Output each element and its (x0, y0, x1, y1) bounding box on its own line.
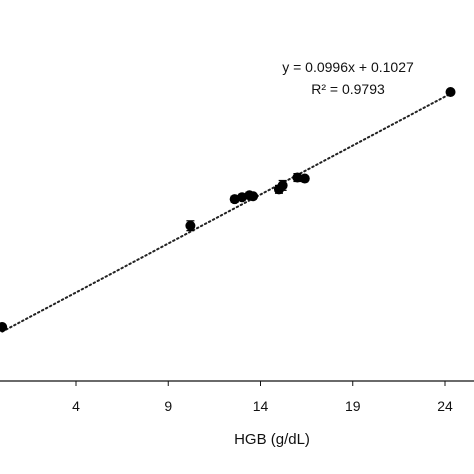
data-point (299, 173, 310, 184)
data-marker (248, 191, 259, 202)
data-point (277, 179, 288, 191)
data-marker (0, 322, 8, 332)
data-marker (277, 180, 288, 191)
trendline-layer (1, 90, 456, 333)
data-points (0, 87, 456, 332)
x-tick-label: 9 (164, 398, 172, 414)
data-point (292, 172, 303, 183)
data-point (0, 322, 8, 332)
data-marker (445, 87, 456, 97)
data-point (185, 220, 196, 232)
data-marker (185, 220, 196, 231)
trendline (1, 90, 456, 333)
data-marker (292, 172, 303, 183)
trendline-r-squared: R² = 0.9793 (311, 81, 385, 97)
data-point (445, 87, 456, 97)
x-tick-label: 14 (253, 398, 269, 414)
x-tick-label: 24 (437, 398, 453, 414)
x-tick-label: 19 (345, 398, 361, 414)
x-axis-title: HGB (g/dL) (234, 431, 310, 448)
data-marker (299, 173, 310, 184)
data-point (248, 191, 259, 202)
trendline-equation: y = 0.0996x + 0.1027 (282, 59, 414, 75)
x-axis: 4 9 14 19 24 (0, 380, 474, 414)
x-tick-label: 4 (72, 398, 80, 414)
